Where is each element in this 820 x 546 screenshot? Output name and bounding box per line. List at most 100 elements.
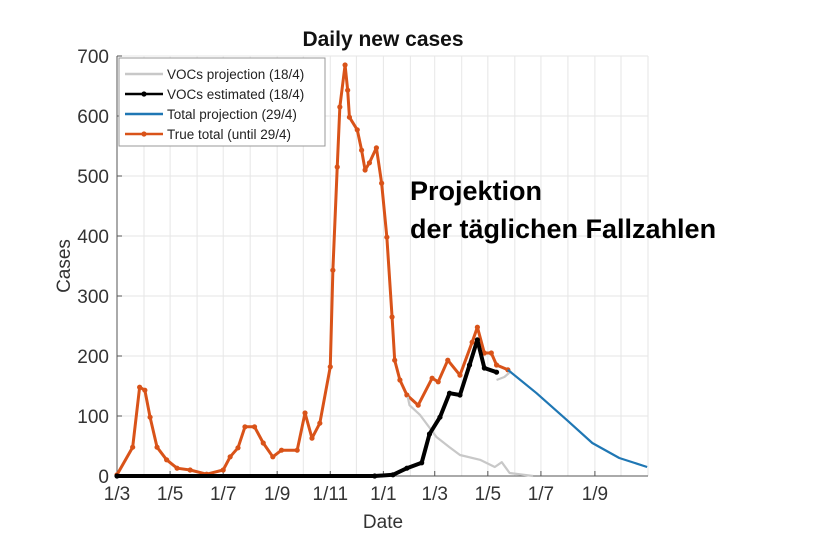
data-point <box>317 420 323 426</box>
data-point <box>435 379 441 385</box>
legend-item: True total (until 29/4) <box>125 127 291 142</box>
data-point <box>294 447 300 453</box>
data-point <box>187 467 193 473</box>
data-point <box>384 234 390 240</box>
annotation-line-2: der täglichen Fallzahlen <box>410 214 717 244</box>
series-vocs-projection-18-4 <box>406 370 534 478</box>
data-point <box>174 465 180 471</box>
series-vocs-estimated-18-4 <box>114 337 500 479</box>
data-point <box>330 267 336 273</box>
data-point <box>235 445 241 451</box>
legend-label: True total (until 29/4) <box>167 127 291 142</box>
data-point <box>397 377 403 383</box>
data-point <box>242 424 248 430</box>
x-tick-label: 1/9 <box>264 484 290 505</box>
legend-marker <box>141 131 147 137</box>
data-point <box>373 145 380 151</box>
data-point <box>362 167 368 173</box>
x-tick-label: 1/9 <box>582 484 608 505</box>
chart-title: Daily new cases <box>302 28 463 51</box>
data-point <box>260 440 266 446</box>
y-tick-label: 600 <box>77 107 109 128</box>
data-point <box>481 365 487 371</box>
y-axis-label: Cases <box>54 239 75 293</box>
legend-item: VOCs estimated (18/4) <box>125 87 304 102</box>
data-point <box>342 62 348 68</box>
legend-marker <box>141 91 147 97</box>
data-point <box>469 339 475 345</box>
data-point <box>346 114 353 120</box>
y-tick-label: 200 <box>77 347 109 368</box>
legend-label: Total projection (29/4) <box>167 107 297 122</box>
data-point <box>354 127 360 133</box>
series-line <box>507 368 648 469</box>
legend-item: Total projection (29/4) <box>125 107 297 122</box>
data-point <box>415 402 421 408</box>
series-line <box>117 337 498 478</box>
y-tick-label: 700 <box>77 47 109 68</box>
data-point <box>327 364 333 370</box>
x-tick-label: 1/5 <box>475 484 501 505</box>
x-tick-label: 1/11 <box>312 484 348 505</box>
data-point <box>457 392 463 398</box>
data-point <box>345 87 351 93</box>
x-tick-label: 1/3 <box>104 484 130 505</box>
legend-label: VOCs estimated (18/4) <box>167 87 304 102</box>
legend-item: VOCs projection (18/4) <box>125 67 304 82</box>
data-point <box>251 424 258 430</box>
data-point <box>474 324 480 330</box>
data-point <box>372 473 378 479</box>
data-point <box>130 444 136 450</box>
data-point <box>337 104 343 110</box>
y-tick-label: 500 <box>77 167 109 188</box>
legend-label: VOCs projection (18/4) <box>167 67 304 82</box>
annotation-line-1: Projektion <box>410 176 543 206</box>
legend: VOCs projection (18/4) VOCs estimated (18… <box>118 57 326 147</box>
x-tick-label: 1/7 <box>528 484 554 505</box>
data-point <box>379 180 385 186</box>
x-axis-label: Date <box>363 512 403 533</box>
y-tick-label: 400 <box>77 227 109 248</box>
data-point <box>147 414 153 420</box>
data-point <box>302 410 308 416</box>
annotation: Projektion der täglichen Fallzahlen <box>410 172 716 248</box>
y-tick-label: 100 <box>77 407 109 428</box>
data-point <box>466 362 473 368</box>
data-point <box>390 472 396 478</box>
data-point <box>366 160 373 166</box>
data-point <box>457 372 463 378</box>
series-total-projection-29-4 <box>507 368 648 469</box>
data-point <box>154 444 160 450</box>
data-point <box>142 387 148 393</box>
data-point <box>309 435 315 441</box>
data-point <box>164 457 170 463</box>
data-point <box>404 392 410 398</box>
data-point <box>220 467 226 473</box>
data-point <box>389 314 395 320</box>
data-point <box>270 454 276 460</box>
data-point <box>429 375 435 381</box>
x-tick-label: 1/1 <box>370 484 396 505</box>
data-point <box>445 357 451 363</box>
x-tick-label: 1/7 <box>210 484 236 505</box>
data-point <box>334 164 340 170</box>
series-group <box>114 62 648 479</box>
data-point <box>437 414 443 420</box>
y-tick-label: 0 <box>98 467 109 488</box>
data-point <box>488 350 494 356</box>
x-tick-label: 1/5 <box>157 484 183 505</box>
y-tick-label: 300 <box>77 287 109 308</box>
legend-box <box>118 57 326 147</box>
data-point <box>392 357 398 363</box>
data-point <box>404 465 410 471</box>
series-line <box>406 396 534 478</box>
data-point <box>481 350 487 356</box>
data-point <box>137 384 143 390</box>
data-point <box>359 147 365 153</box>
data-point <box>493 362 500 368</box>
data-point <box>419 460 425 466</box>
x-tick-label: 1/3 <box>422 484 448 505</box>
data-point <box>474 337 480 343</box>
data-point <box>227 454 233 460</box>
